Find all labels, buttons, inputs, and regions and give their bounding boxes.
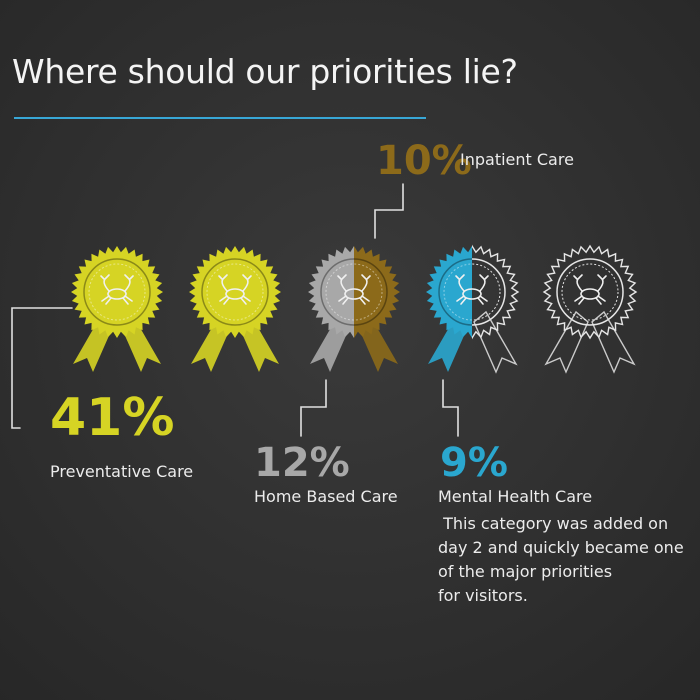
leader-line — [300, 379, 327, 437]
home-value: 12% — [254, 440, 350, 486]
title-underline — [14, 117, 426, 119]
leader-line — [11, 307, 73, 429]
preventative-value: 41% — [50, 388, 175, 448]
inpatient-value: 10% — [376, 138, 472, 184]
rosette-icon — [189, 246, 281, 372]
crab-icon — [455, 274, 489, 305]
crab-icon — [573, 274, 607, 305]
leader-line — [374, 183, 404, 239]
page-title: Where should our priorities lie? — [12, 52, 518, 91]
crab-icon — [337, 274, 371, 305]
mental-value: 9% — [440, 440, 508, 486]
rosette-icon — [71, 246, 163, 372]
leader-lines — [11, 183, 459, 437]
home-label: Home Based Care — [254, 487, 398, 506]
rosette-row — [71, 244, 638, 374]
leader-line — [442, 379, 459, 437]
rosette-icon — [542, 244, 638, 374]
rosette-icon — [308, 246, 400, 372]
crab-icon — [218, 274, 252, 305]
inpatient-label: Inpatient Care — [460, 150, 574, 169]
mental-annotation: This category was added on day 2 and qui… — [438, 514, 684, 605]
crab-icon — [100, 274, 134, 305]
mental-label: Mental Health Care — [438, 487, 593, 506]
rosette-icon — [426, 244, 520, 374]
preventative-label: Preventative Care — [50, 462, 194, 481]
